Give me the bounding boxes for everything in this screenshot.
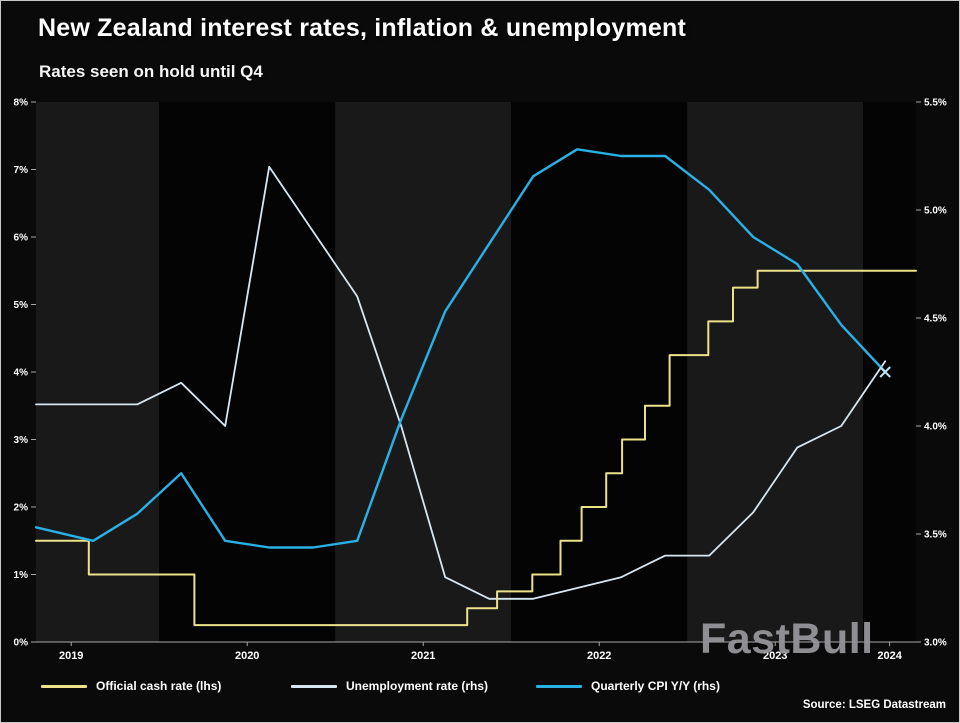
left-axis-tick-label: 7% (14, 165, 29, 176)
fastbull-watermark: FastBull (700, 615, 874, 663)
left-axis-tick-label: 6% (14, 233, 29, 244)
x-axis-tick-label: 2022 (587, 650, 611, 662)
right-axis-tick-label: 3.0% (924, 638, 947, 649)
x-axis-tick-label: 2019 (59, 650, 83, 662)
year-band (863, 102, 916, 642)
cpi-swatch (536, 684, 582, 688)
year-band (511, 102, 688, 642)
x-axis-tick-label: 2023 (763, 650, 787, 662)
year-band (159, 102, 336, 642)
year-band (687, 102, 864, 642)
x-axis-tick-label: 2020 (235, 650, 259, 662)
unemployment-rate-line (35, 165, 887, 600)
year-band (335, 102, 512, 642)
left-axis-tick-label: 2% (14, 503, 29, 514)
left-axis-tick-label: 1% (14, 570, 29, 581)
left-axis-tick-label: 8% (14, 98, 29, 109)
right-axis-tick-label: 4.0% (924, 422, 947, 433)
source-attribution: Source: LSEG Datastream (802, 699, 946, 711)
left-axis-tick-label: 4% (14, 368, 29, 379)
right-axis-tick-label: 5.5% (924, 98, 947, 109)
unemployment-rate-swatch (291, 684, 337, 688)
legend-item-unemployment-rate: Unemployment rate (rhs) (291, 679, 488, 693)
year-band (36, 102, 160, 642)
chart-title: New Zealand interest rates, inflation & … (38, 14, 687, 42)
legend-label: Unemployment rate (rhs) (346, 679, 489, 693)
official-cash-rate-line (35, 269, 917, 627)
right-axis-tick-label: 3.5% (924, 530, 947, 541)
cpi-line (34, 148, 887, 549)
series-end-x-marker (879, 366, 891, 378)
x-axis-tick-label: 2021 (411, 650, 435, 662)
chart-subtitle: Rates seen on hold until Q4 (39, 62, 263, 81)
legend-item-cpi: Quarterly CPI Y/Y (rhs) (536, 679, 720, 693)
legend-label: Official cash rate (lhs) (96, 679, 222, 693)
left-axis-tick-label: 3% (14, 435, 29, 446)
x-axis-tick-label: 2024 (877, 650, 902, 662)
legend-item-official-cash-rate: Official cash rate (lhs) (41, 679, 221, 693)
left-axis-tick-label: 5% (14, 300, 29, 311)
legend-label: Quarterly CPI Y/Y (rhs) (591, 679, 720, 693)
right-axis-tick-label: 4.5% (924, 314, 947, 325)
right-axis-tick-label: 5.0% (924, 206, 947, 217)
left-axis-tick-label: 0% (14, 638, 29, 649)
official-cash-rate-swatch (41, 684, 87, 688)
